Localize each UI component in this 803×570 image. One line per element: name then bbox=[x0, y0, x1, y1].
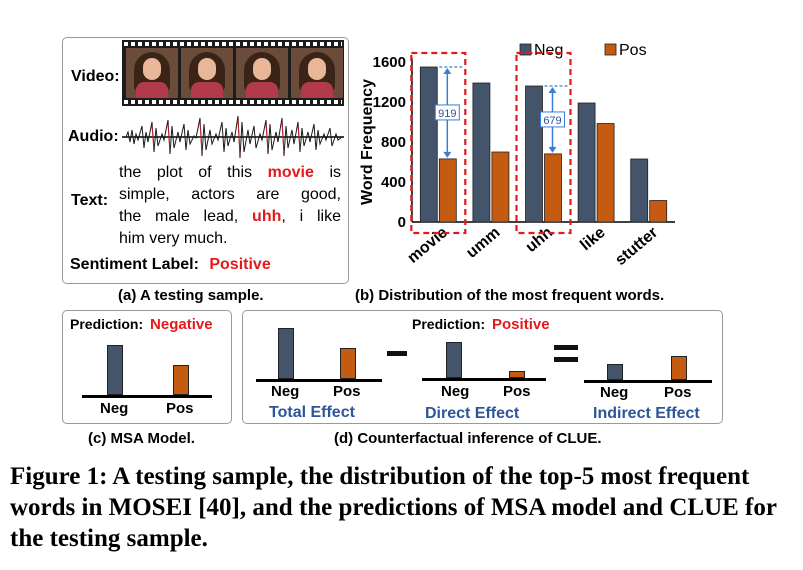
video-frame-4 bbox=[291, 48, 343, 98]
total-effect-pos-bar bbox=[340, 348, 356, 379]
caption-d: (d) Counterfactual inference of CLUE. bbox=[334, 430, 602, 447]
panel-d-prediction-value: Positive bbox=[492, 316, 550, 333]
annot-box-movie bbox=[434, 104, 460, 121]
bar-neg-uhh bbox=[525, 85, 543, 223]
bar-pos-stutter bbox=[649, 200, 668, 223]
caption-b: (b) Distribution of the most frequent wo… bbox=[355, 287, 665, 304]
y-tick-label-1: 400 bbox=[381, 174, 406, 191]
bar-pos-uhh bbox=[544, 153, 562, 223]
x-tick-label-uhh: uhh bbox=[523, 224, 556, 256]
sentiment-label: Sentiment Label: bbox=[70, 256, 199, 273]
filmstrip-holes-top bbox=[124, 42, 342, 46]
bar-pos-umm bbox=[491, 151, 510, 223]
total-effect-neg-label: Neg bbox=[271, 383, 300, 400]
direct-effect-pos-label: Pos bbox=[503, 383, 531, 400]
caption-c: (c) MSA Model. bbox=[88, 430, 195, 447]
direct-effect-neg-bar bbox=[446, 342, 462, 378]
figure-caption: Figure 1: A testing sample, the distribu… bbox=[10, 463, 777, 552]
legend-neg-label: Neg bbox=[534, 42, 563, 59]
annot-value-uhh: 679 bbox=[543, 115, 561, 127]
panel-d-prediction-label: Prediction: bbox=[412, 316, 486, 332]
direct-effect-label: Direct Effect bbox=[425, 405, 520, 422]
panel-c-prediction-label: Prediction: bbox=[70, 316, 144, 332]
sentiment-row: Sentiment Label: Positive bbox=[70, 256, 271, 274]
highlight-box-uhh bbox=[515, 51, 572, 235]
indirect-effect-axis bbox=[584, 380, 712, 383]
x-tick-label-like: like bbox=[577, 224, 608, 254]
panel-d-counterfactual bbox=[242, 310, 723, 424]
bar-neg-movie bbox=[419, 66, 438, 223]
text-word-uhh: uhh bbox=[252, 208, 282, 225]
text-line4: him very much. bbox=[119, 230, 228, 247]
total-effect-neg-bar bbox=[278, 328, 294, 379]
legend-pos-swatch bbox=[604, 43, 617, 56]
panel-c-msa-model bbox=[62, 310, 232, 424]
y-axis-label: Word Frequency bbox=[359, 79, 376, 205]
y-tick-label-2: 800 bbox=[381, 134, 406, 151]
video-frame-1 bbox=[126, 48, 178, 98]
video-label: Video: bbox=[71, 68, 120, 85]
text-line3-post: , i like bbox=[281, 208, 341, 225]
direct-effect-axis bbox=[422, 378, 546, 381]
audio-waveform bbox=[122, 115, 344, 159]
text-line3-pre: the male lead, bbox=[119, 208, 253, 225]
sample-text: the plot of this movie is simple, actors… bbox=[119, 162, 341, 250]
indirect-effect-label: Indirect Effect bbox=[593, 405, 700, 422]
total-effect-axis bbox=[256, 379, 382, 382]
bar-neg-like bbox=[577, 102, 596, 223]
minus-sign bbox=[387, 351, 407, 356]
sentiment-value: Positive bbox=[209, 256, 271, 273]
y-tick-label-3: 1200 bbox=[373, 94, 406, 111]
indirect-effect-neg-label: Neg bbox=[600, 384, 629, 401]
indirect-effect-pos-label: Pos bbox=[664, 384, 692, 401]
panel-c-prediction-value: Negative bbox=[150, 316, 213, 333]
text-word-movie: movie bbox=[267, 164, 314, 181]
x-tick-label-stutter: stutter bbox=[612, 224, 661, 269]
bar-pos-like bbox=[596, 123, 615, 223]
text-line2: simple, actors are good, bbox=[119, 186, 341, 203]
legend-pos-label: Pos bbox=[619, 42, 647, 59]
video-filmstrip bbox=[122, 40, 344, 106]
panel-c-pos-bar bbox=[173, 365, 189, 395]
video-frame-2 bbox=[181, 48, 233, 98]
annot-box-uhh bbox=[540, 111, 565, 128]
equals-sign-top bbox=[554, 345, 578, 350]
panel-d-prediction: Prediction: Positive bbox=[412, 316, 550, 333]
annot-arrowhead-bottom-movie bbox=[443, 151, 452, 158]
legend-neg-swatch bbox=[519, 43, 532, 56]
panel-c-neg-label: Neg bbox=[100, 400, 129, 417]
bar-pos-movie bbox=[438, 158, 457, 223]
direct-effect-neg-label: Neg bbox=[441, 383, 470, 400]
panel-c-prediction: Prediction: Negative bbox=[70, 316, 213, 333]
y-tick-label-4: 1600 bbox=[373, 54, 406, 71]
total-effect-pos-label: Pos bbox=[333, 383, 361, 400]
indirect-effect-neg-bar bbox=[607, 364, 623, 380]
text-label: Text: bbox=[71, 192, 109, 209]
equals-sign-bottom bbox=[554, 357, 578, 362]
annot-arrowhead-top-uhh bbox=[548, 87, 557, 93]
direct-effect-pos-bar bbox=[509, 371, 525, 378]
bar-neg-stutter bbox=[630, 158, 649, 223]
y-tick-label-0: 0 bbox=[398, 214, 406, 231]
text-line1-post: is bbox=[313, 164, 342, 181]
panel-c-pos-label: Pos bbox=[166, 400, 194, 417]
panel-c-axis bbox=[82, 395, 212, 398]
annot-arrowhead-top-movie bbox=[443, 68, 452, 74]
caption-a: (a) A testing sample. bbox=[118, 287, 264, 304]
indirect-effect-pos-bar bbox=[671, 356, 687, 380]
highlight-box-movie bbox=[410, 51, 467, 235]
audio-label: Audio: bbox=[68, 128, 119, 145]
filmstrip-holes-bottom bbox=[124, 100, 342, 104]
annot-arrowhead-bottom-uhh bbox=[548, 146, 557, 153]
video-frame-3 bbox=[236, 48, 288, 98]
panel-c-neg-bar bbox=[107, 345, 123, 395]
x-tick-label-umm: umm bbox=[463, 224, 503, 262]
text-line1-pre: the plot of this bbox=[119, 164, 268, 181]
bar-neg-umm bbox=[472, 82, 491, 223]
total-effect-label: Total Effect bbox=[269, 404, 355, 421]
annot-value-movie: 919 bbox=[438, 108, 456, 120]
